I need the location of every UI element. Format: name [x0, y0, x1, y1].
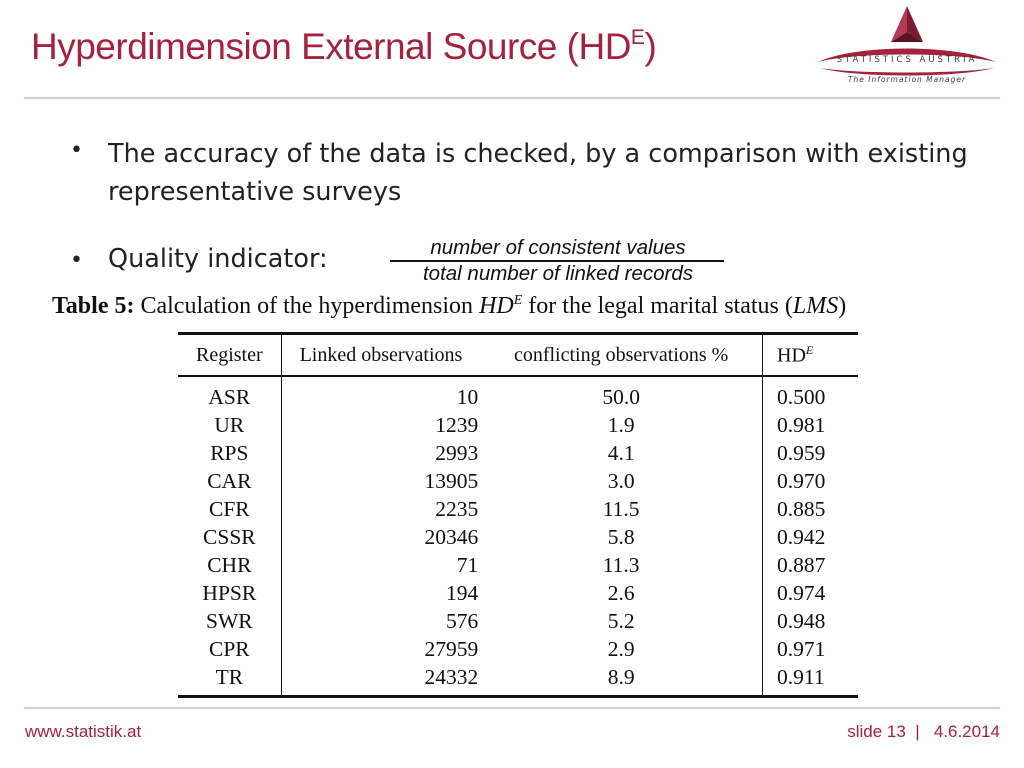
cell-register: SWR	[178, 607, 282, 635]
table-row: CSSR 20346 5.8 0.942	[178, 523, 858, 551]
cell-linked: 576	[446, 609, 479, 633]
table-row: ASR 10 50.0 0.500	[178, 376, 858, 411]
table-row: CHR 71 11.3 0.887	[178, 551, 858, 579]
cell-hd: 0.981	[777, 413, 826, 437]
fraction-bar	[390, 260, 724, 262]
cell-hd: 0.974	[777, 581, 826, 605]
logo-mark-icon	[818, 6, 996, 76]
bullet-marker: •	[70, 248, 83, 273]
cell-conflicting: 2.9	[480, 635, 764, 663]
cell-register: CAR	[178, 467, 282, 495]
hd-table-container: Register Linked observations conflicting…	[178, 332, 858, 698]
hd-table: Register Linked observations conflicting…	[178, 332, 858, 698]
table-row: CAR 13905 3.0 0.970	[178, 467, 858, 495]
formula-denominator: total number of linked records	[422, 261, 694, 285]
col-linked-observations: Linked observations	[281, 333, 481, 377]
cell-linked: 2993	[435, 441, 479, 465]
bullet-marker: •	[70, 138, 83, 163]
cell-register: HPSR	[178, 579, 282, 607]
cell-register: UR	[178, 411, 282, 439]
cell-register: CPR	[178, 635, 282, 663]
cell-register: CHR	[178, 551, 282, 579]
table-row: CPR 27959 2.9 0.971	[178, 635, 858, 663]
cell-conflicting: 2.6	[480, 579, 764, 607]
quality-formula: number of consistent values total number…	[388, 236, 728, 286]
cell-hd: 0.911	[777, 665, 825, 689]
cell-conflicting: 11.5	[480, 495, 764, 523]
cell-hd: 0.887	[777, 553, 826, 577]
statistics-austria-logo: STATISTICS AUSTRIA The Information Manag…	[816, 4, 998, 92]
formula-numerator: number of consistent values	[430, 236, 686, 259]
cell-hd: 0.942	[777, 525, 826, 549]
cell-conflicting: 4.1	[480, 439, 764, 467]
cell-linked: 1239	[435, 413, 479, 437]
logo-name: STATISTICS AUSTRIA	[836, 55, 978, 65]
table-header-row: Register Linked observations conflicting…	[178, 333, 858, 377]
bullet-quality-indicator: Quality indicator:	[108, 244, 328, 274]
table-row: SWR 576 5.2 0.948	[178, 607, 858, 635]
col-register: Register	[178, 333, 282, 377]
table-row: CFR 2235 11.5 0.885	[178, 495, 858, 523]
cell-register: TR	[178, 663, 282, 697]
cell-linked: 13905	[424, 469, 479, 493]
cell-hd: 0.948	[777, 609, 826, 633]
cell-hd: 0.959	[777, 441, 826, 465]
cell-hd: 0.971	[777, 637, 826, 661]
cell-hd: 0.500	[777, 385, 826, 409]
cell-conflicting: 50.0	[480, 376, 764, 411]
col-conflicting-observations: conflicting observations %	[480, 333, 764, 377]
footer-divider	[24, 707, 1000, 709]
cell-hd: 0.885	[777, 497, 826, 521]
cell-linked: 27959	[424, 637, 479, 661]
table-row: HPSR 194 2.6 0.974	[178, 579, 858, 607]
table-caption: Table 5: Calculation of the hyperdimensi…	[52, 293, 847, 319]
cell-conflicting: 1.9	[480, 411, 764, 439]
table-row: TR 24332 8.9 0.911	[178, 663, 858, 697]
cell-linked: 10	[456, 385, 479, 409]
cell-linked: 71	[456, 553, 479, 577]
slide-title: Hyperdimension External Source (HDE)	[31, 25, 657, 67]
cell-conflicting: 5.8	[480, 523, 764, 551]
cell-conflicting: 3.0	[480, 467, 764, 495]
cell-conflicting: 11.3	[480, 551, 764, 579]
footer-url[interactable]: www.statistik.at	[25, 722, 142, 741]
cell-conflicting: 8.9	[480, 663, 764, 697]
table-row: RPS 2993 4.1 0.959	[178, 439, 858, 467]
cell-linked: 194	[446, 581, 479, 605]
logo-tagline: The Information Manager	[847, 75, 967, 84]
footer-slide-info: slide 13 | 4.6.2014	[847, 722, 1000, 741]
cell-linked: 2235	[435, 497, 479, 521]
table-row: UR 1239 1.9 0.981	[178, 411, 858, 439]
cell-register: CSSR	[178, 523, 282, 551]
cell-register: ASR	[178, 376, 282, 411]
bullet-accuracy: The accuracy of the data is checked, by …	[108, 139, 968, 207]
cell-linked: 20346	[424, 525, 479, 549]
col-hd: HDE	[762, 333, 858, 377]
cell-conflicting: 5.2	[480, 607, 764, 635]
cell-hd: 0.970	[777, 469, 826, 493]
cell-register: RPS	[178, 439, 282, 467]
cell-linked: 24332	[424, 665, 479, 689]
cell-register: CFR	[178, 495, 282, 523]
header-divider	[24, 97, 1000, 99]
